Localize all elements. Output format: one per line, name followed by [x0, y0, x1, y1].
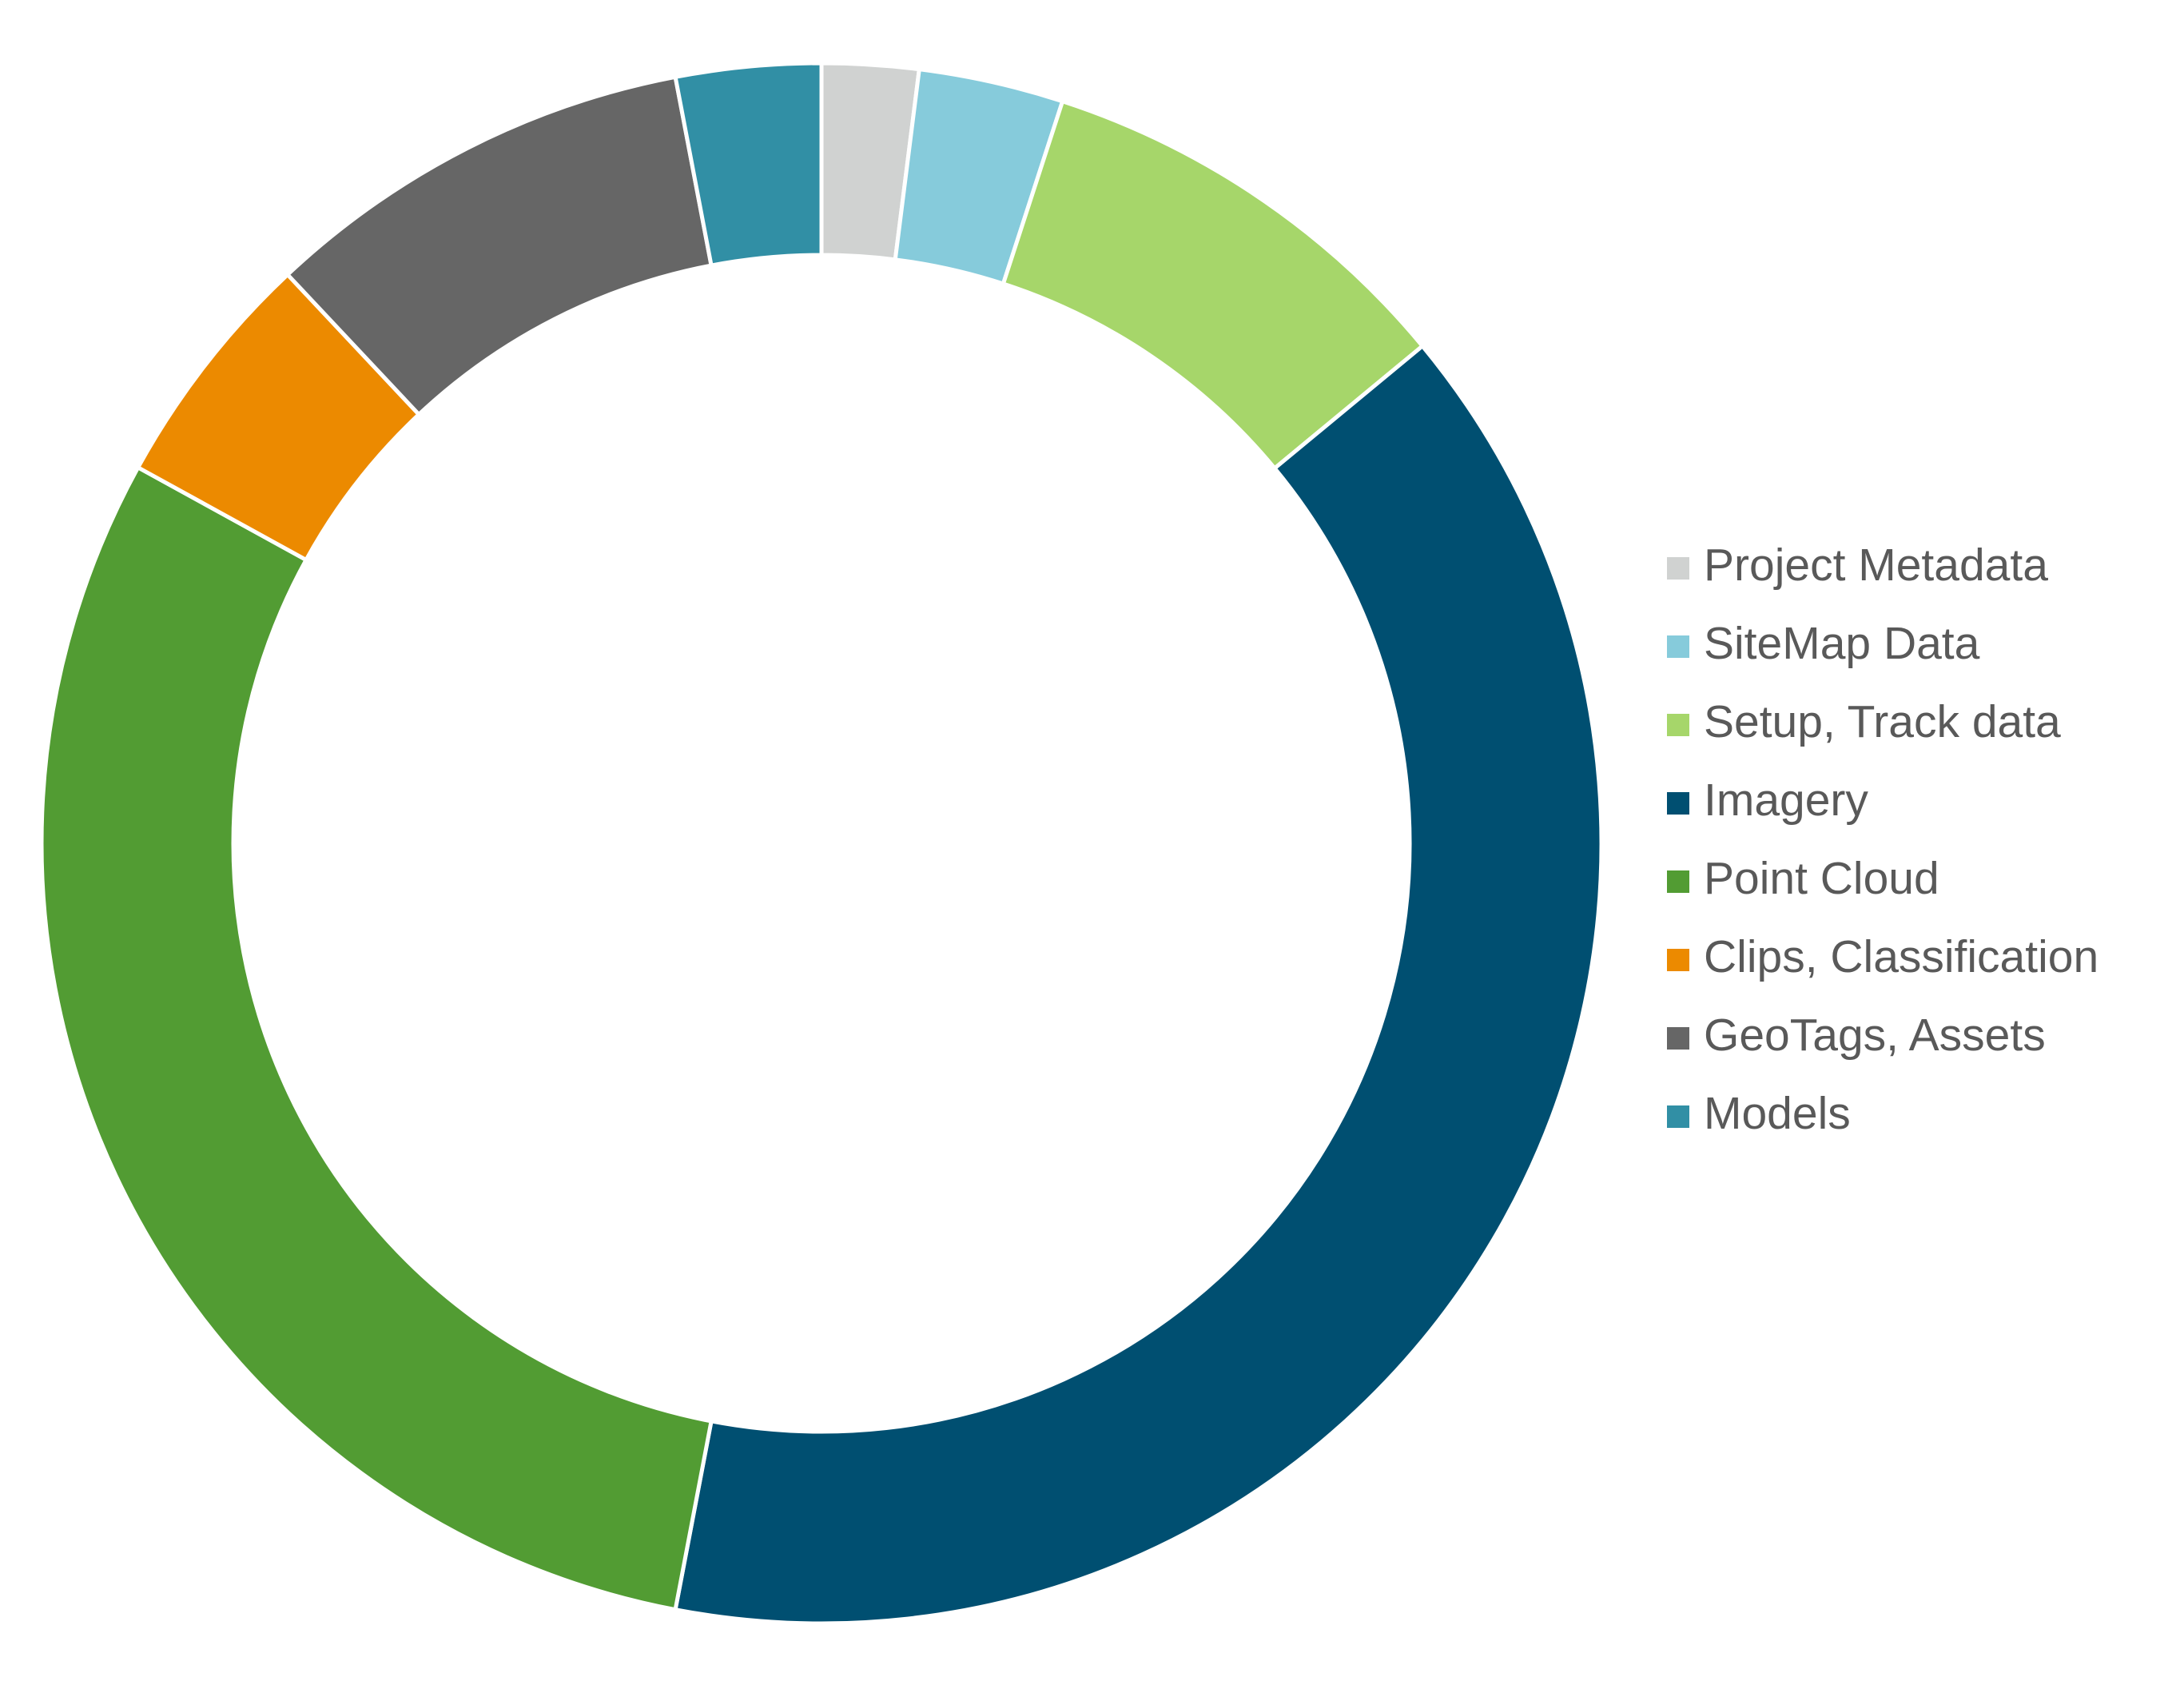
donut-slice — [673, 343, 1604, 1626]
legend-swatch — [1667, 635, 1689, 658]
legend-swatch — [1667, 949, 1689, 971]
donut-slice — [39, 464, 714, 1612]
legend-swatch — [1667, 792, 1689, 815]
legend-swatch — [1667, 714, 1689, 736]
legend-label: GeoTags, Assets — [1704, 1010, 2046, 1061]
donut-slice — [673, 61, 824, 268]
legend-label: Models — [1704, 1088, 1851, 1139]
legend-label: Imagery — [1704, 775, 1868, 826]
legend-swatch — [1667, 557, 1689, 580]
legend-swatch — [1667, 870, 1689, 893]
legend-swatch — [1667, 1105, 1689, 1128]
legend-label: Clips, Classification — [1704, 931, 2098, 982]
legend-label: Point Cloud — [1704, 853, 1939, 904]
legend-label: SiteMap Data — [1704, 618, 1980, 669]
legend-swatch — [1667, 1027, 1689, 1050]
legend-label: Project Metadata — [1704, 540, 2048, 591]
legend-label: Setup, Track data — [1704, 696, 2061, 747]
